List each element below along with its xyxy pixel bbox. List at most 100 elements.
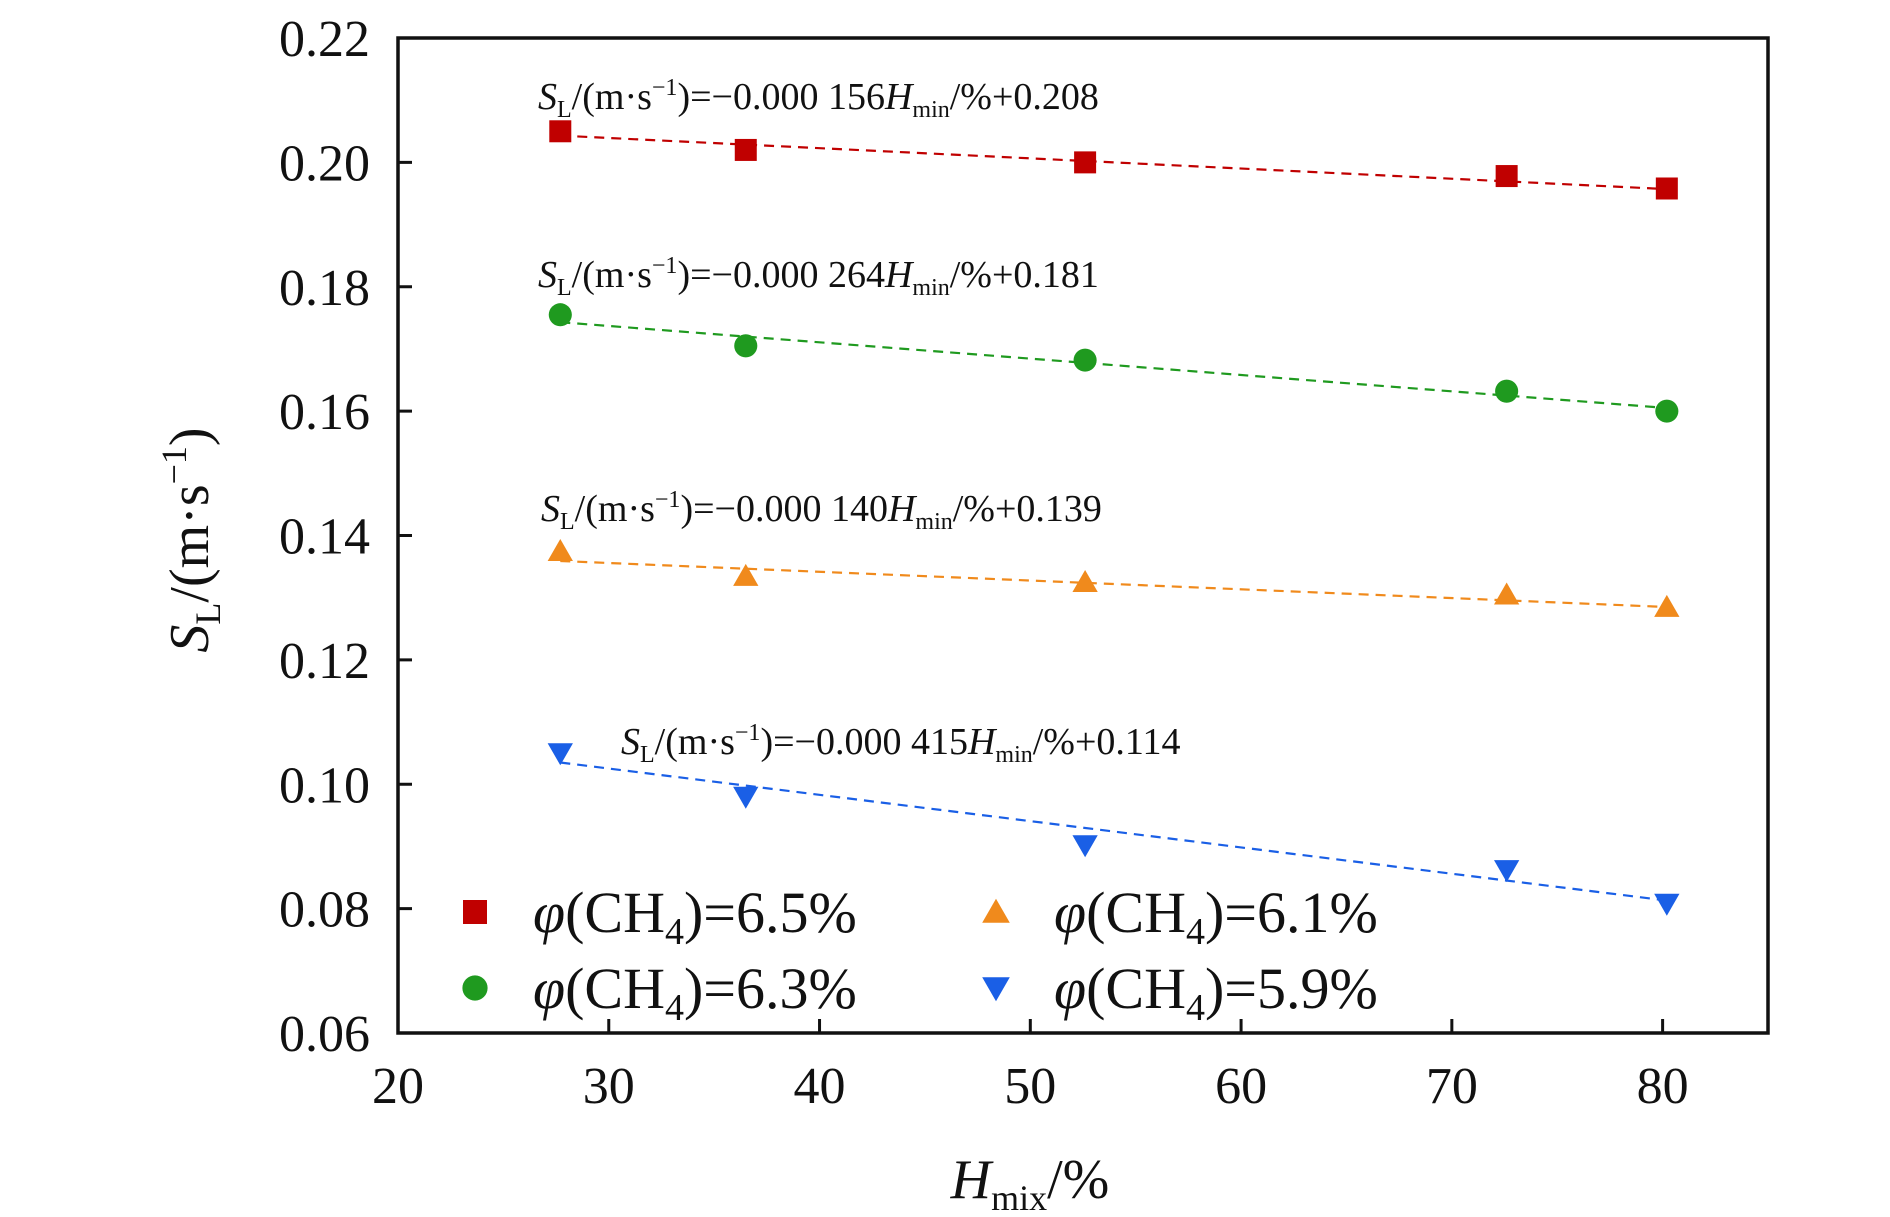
y-axis-title-sup: −1 bbox=[154, 446, 194, 484]
legend-marker-s59 bbox=[982, 977, 1010, 1002]
y-axis-title: SL/(m·s−1) bbox=[154, 427, 228, 652]
legend-label-s61: φ(CH4)=6.1% bbox=[1054, 880, 1378, 953]
x-tick-label: 70 bbox=[1426, 1058, 1478, 1115]
fit-line-s65 bbox=[560, 134, 1667, 191]
legend-phi: φ bbox=[1054, 880, 1086, 945]
eq-sub: min bbox=[915, 509, 952, 535]
fit-line-s61 bbox=[560, 559, 1667, 609]
legend-pre: (CH bbox=[1086, 956, 1186, 1021]
eq-var: S bbox=[541, 488, 560, 530]
legend-pre: (CH bbox=[565, 956, 665, 1021]
legend-post: )=6.3% bbox=[684, 956, 857, 1021]
data-point-s63 bbox=[734, 334, 758, 358]
x-axis-title-sub: mix bbox=[991, 1178, 1047, 1217]
x-tick-label: 40 bbox=[794, 1058, 846, 1115]
eq-sup: −1 bbox=[655, 487, 681, 513]
fit-equation-s65: SL/(m·s−1)=−0.000 156Hmin/%+0.208 bbox=[538, 75, 1099, 123]
legend-marker-s63 bbox=[462, 975, 488, 1001]
eq-tail: /%+0.139 bbox=[953, 488, 1102, 530]
x-tick-label: 30 bbox=[583, 1058, 635, 1115]
x-tick-label: 80 bbox=[1637, 1058, 1689, 1115]
y-tick-label: 0.22 bbox=[279, 11, 370, 68]
legend-phi: φ bbox=[533, 880, 565, 945]
data-point-s61 bbox=[1072, 570, 1098, 593]
data-point-s63 bbox=[548, 303, 572, 327]
y-tick-label: 0.20 bbox=[279, 135, 370, 192]
legend-marker-s61 bbox=[982, 898, 1010, 923]
data-point-s63 bbox=[1073, 348, 1097, 372]
legend-label-s59: φ(CH4)=5.9% bbox=[1054, 956, 1378, 1029]
eq-sub: min bbox=[995, 742, 1032, 768]
eq-coef: )=−0.000 156 bbox=[677, 76, 885, 118]
eq-unit: /(m·s bbox=[655, 721, 735, 763]
data-point-s65 bbox=[1074, 151, 1097, 174]
legend-label-s63: φ(CH4)=6.3% bbox=[533, 956, 857, 1029]
y-tick-label: 0.14 bbox=[279, 509, 370, 566]
eq-sub: L bbox=[557, 275, 572, 301]
y-axis-title-pre: /(m·s bbox=[159, 484, 221, 602]
data-point-s59 bbox=[1072, 835, 1098, 858]
legend-item-s63: φ(CH4)=6.3% bbox=[462, 956, 857, 1029]
eq-unit: /(m·s bbox=[572, 254, 652, 296]
y-axis-title-sub: L bbox=[188, 603, 228, 625]
fit-equation-s61: SL/(m·s−1)=−0.000 140Hmin/%+0.139 bbox=[541, 487, 1102, 535]
x-axis-title-tail: /% bbox=[1047, 1149, 1109, 1211]
y-axis-title-post: ) bbox=[159, 427, 221, 446]
eq-var: S bbox=[538, 76, 557, 118]
x-axis-title-main: H bbox=[950, 1149, 994, 1211]
data-point-s61 bbox=[1493, 582, 1520, 605]
data-point-s61 bbox=[1654, 594, 1680, 617]
x-axis-title: Hmix/% bbox=[950, 1149, 1110, 1217]
eq-var: H bbox=[884, 254, 915, 296]
y-tick-label: 0.18 bbox=[279, 260, 370, 317]
y-tick-label: 0.06 bbox=[279, 1006, 370, 1063]
eq-sub: min bbox=[912, 275, 949, 301]
y-tick-label: 0.08 bbox=[279, 882, 370, 939]
legend-phi: φ bbox=[533, 956, 565, 1021]
data-point-s65 bbox=[1655, 177, 1678, 200]
y-tick-label: 0.10 bbox=[279, 757, 370, 814]
data-point-s65 bbox=[734, 138, 757, 161]
eq-var: S bbox=[621, 721, 640, 763]
legend: φ(CH4)=6.5%φ(CH4)=6.3%φ(CH4)=6.1%φ(CH4)=… bbox=[462, 880, 1378, 1029]
eq-sub: min bbox=[912, 97, 949, 123]
legend-item-s59: φ(CH4)=5.9% bbox=[982, 956, 1378, 1029]
y-axis-ticks: 0.06 0.08 0.10 0.12 0.14 0.16 0.18 0.20 0.22 bbox=[279, 11, 412, 1063]
legend-sub: 4 bbox=[1186, 987, 1205, 1029]
legend-pre: (CH bbox=[565, 880, 665, 945]
fit-equation-s59: SL/(m·s−1)=−0.000 415Hmin/%+0.114 bbox=[621, 720, 1180, 768]
legend-sub: 4 bbox=[665, 987, 684, 1029]
y-tick-label: 0.16 bbox=[279, 384, 370, 441]
eq-coef: )=−0.000 415 bbox=[760, 721, 968, 763]
data-point-s65 bbox=[549, 120, 572, 143]
eq-var: H bbox=[884, 76, 915, 118]
fit-equations: SL/(m·s−1)=−0.000 156Hmin/%+0.208SL/(m·s… bbox=[538, 75, 1180, 768]
fit-equation-s63: SL/(m·s−1)=−0.000 264Hmin/%+0.181 bbox=[538, 253, 1099, 301]
legend-phi: φ bbox=[1054, 956, 1086, 1021]
legend-sub: 4 bbox=[1186, 911, 1205, 953]
eq-tail: /%+0.114 bbox=[1033, 721, 1181, 763]
eq-tail: /%+0.208 bbox=[950, 76, 1099, 118]
eq-unit: /(m·s bbox=[575, 488, 655, 530]
legend-item-s65: φ(CH4)=6.5% bbox=[463, 880, 857, 953]
eq-sup: −1 bbox=[652, 75, 678, 101]
legend-post: )=5.9% bbox=[1205, 956, 1378, 1021]
data-point-s59 bbox=[547, 743, 573, 766]
eq-tail: /%+0.181 bbox=[950, 254, 1099, 296]
legend-sub: 4 bbox=[665, 911, 684, 953]
data-point-s59 bbox=[733, 786, 759, 809]
legend-item-s61: φ(CH4)=6.1% bbox=[982, 880, 1378, 953]
data-point-s63 bbox=[1655, 399, 1679, 423]
fit-lines bbox=[560, 134, 1667, 902]
y-tick-label: 0.12 bbox=[279, 633, 370, 690]
data-point-s65 bbox=[1495, 165, 1518, 188]
eq-unit: /(m·s bbox=[572, 76, 652, 118]
eq-var: S bbox=[538, 254, 557, 296]
legend-post: )=6.1% bbox=[1205, 880, 1378, 945]
eq-coef: )=−0.000 140 bbox=[680, 488, 888, 530]
x-tick-label: 60 bbox=[1215, 1058, 1267, 1115]
data-point-s61 bbox=[547, 538, 573, 561]
eq-coef: )=−0.000 264 bbox=[677, 254, 885, 296]
eq-sub: L bbox=[640, 742, 655, 768]
